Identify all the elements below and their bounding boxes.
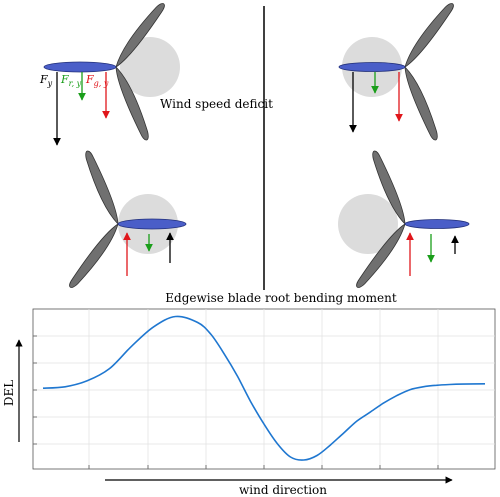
- fy-label: Fy: [39, 73, 53, 88]
- highlighted-blade: [404, 219, 470, 229]
- del-curve: [42, 315, 486, 461]
- turbine-top-left: Fy Fr, y Fg, y Wind speed deficit: [39, 0, 273, 146]
- turbine-bottom-right: [338, 149, 470, 294]
- highlighted-blade: [117, 218, 187, 230]
- fry-label: Fr, y: [60, 73, 82, 88]
- wind-speed-deficit-label: Wind speed deficit: [160, 97, 273, 111]
- turbine-bottom-left: [67, 149, 187, 294]
- plot-grid: [33, 309, 495, 469]
- wake-disc: [338, 194, 398, 254]
- highlighted-blade: [338, 62, 406, 72]
- y-axis-label: DEL: [2, 380, 16, 406]
- chart-title: Edgewise blade root bending moment: [165, 291, 397, 305]
- x-axis-label: wind direction: [239, 483, 327, 497]
- plot-ticks: [33, 335, 439, 469]
- wake-disc: [120, 37, 180, 97]
- fgy-label: Fg, y: [85, 73, 109, 88]
- highlighted-blade: [43, 61, 117, 73]
- turbine-top-right: [338, 0, 456, 142]
- del-chart: Edgewise blade root bending moment DEL w…: [2, 291, 496, 497]
